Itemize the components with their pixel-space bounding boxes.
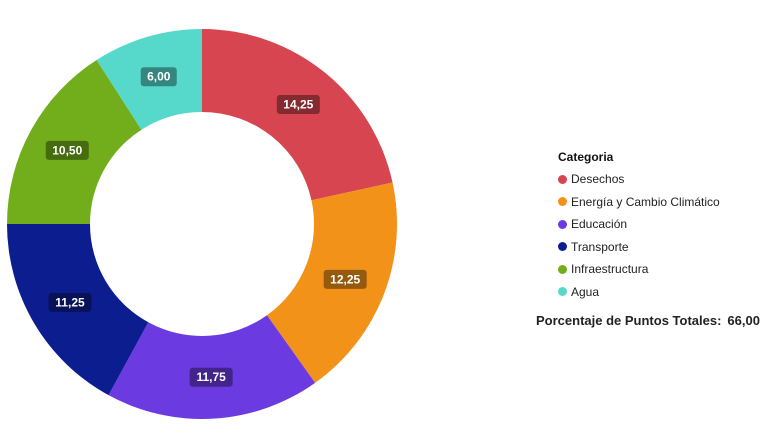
slice-3[interactable] xyxy=(7,224,149,396)
slice-label-text: 6,00 xyxy=(147,70,171,84)
legend-items: Desechos Energía y Cambio Climático Educac… xyxy=(558,168,720,303)
slice-2[interactable] xyxy=(108,315,316,419)
legend-item[interactable]: Desechos xyxy=(558,168,720,191)
legend-label: Infraestructura xyxy=(571,262,649,277)
slice-label-text: 11,25 xyxy=(55,295,85,309)
legend-swatch xyxy=(558,197,567,207)
slice-label-text: 10,50 xyxy=(52,143,82,157)
legend-item[interactable]: Energía y Cambio Climático xyxy=(558,191,720,214)
legend-title: Categoria xyxy=(558,150,614,164)
legend-item[interactable]: Agua xyxy=(558,281,720,304)
slice-label-2: 11,75 xyxy=(189,367,233,387)
slice-5[interactable] xyxy=(96,29,202,130)
legend-label: Desechos xyxy=(571,172,625,187)
legend-label: Transporte xyxy=(571,239,629,254)
slice-label-3: 11,25 xyxy=(48,292,92,312)
total-points: Porcentaje de Puntos Totales: 66,00 xyxy=(536,313,760,328)
legend-swatch xyxy=(558,242,567,252)
slice-0[interactable] xyxy=(202,29,393,201)
slice-label-4: 10,50 xyxy=(45,140,89,160)
slice-label-bg xyxy=(323,269,367,289)
slice-label-bg xyxy=(189,367,233,387)
legend-label: Energía y Cambio Climático xyxy=(571,194,720,209)
legend-swatch xyxy=(558,219,567,229)
slice-1[interactable] xyxy=(266,182,397,383)
slice-label-text: 12,25 xyxy=(330,272,360,286)
legend-swatch xyxy=(558,287,567,297)
legend-item[interactable]: Infraestructura xyxy=(558,258,720,281)
legend: Categoria Desechos Energía y Cambio Climá… xyxy=(558,150,720,303)
slice-label-1: 12,25 xyxy=(323,269,367,289)
legend-label: Agua xyxy=(571,284,600,299)
total-points-label: Porcentaje de Puntos Totales: xyxy=(536,313,722,328)
slice-label-text: 14,25 xyxy=(283,97,313,111)
legend-label: Educación xyxy=(571,217,628,232)
total-points-value: 66,00 xyxy=(727,313,760,328)
legend-item[interactable]: Transporte xyxy=(558,236,720,259)
slice-label-bg xyxy=(45,140,89,160)
slice-label-bg xyxy=(276,94,320,114)
legend-item[interactable]: Educación xyxy=(558,213,720,236)
legend-swatch xyxy=(558,264,567,274)
legend-swatch xyxy=(558,174,567,184)
slice-label-bg xyxy=(48,292,92,312)
slice-label-0: 14,25 xyxy=(276,94,320,114)
slice-label-bg xyxy=(140,67,177,87)
slice-label-5: 6,00 xyxy=(140,67,177,87)
slice-4[interactable] xyxy=(7,59,142,224)
slice-label-text: 11,75 xyxy=(196,370,226,384)
